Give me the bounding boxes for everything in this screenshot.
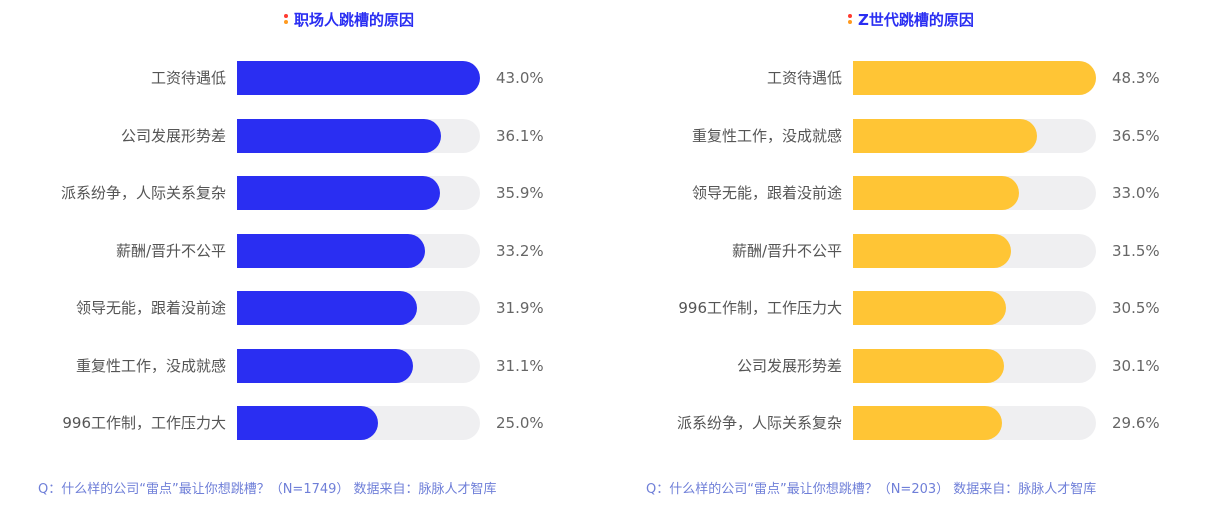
- value-label: 31.5%: [1112, 241, 1160, 260]
- category-label: 公司发展形势差: [736, 356, 842, 375]
- right-bar-row: 工资待遇低 48.3%: [616, 61, 1232, 95]
- right-bar-row: 派系纷争，人际关系复杂 29.6%: [616, 406, 1232, 440]
- right-bar-row: 薪酬/晋升不公平 31.5%: [616, 233, 1232, 268]
- bar: [853, 348, 1005, 383]
- bar: [237, 61, 480, 95]
- bar: [853, 233, 1012, 268]
- value-label: 29.6%: [1112, 414, 1160, 432]
- right-chart-title-wrap: Z世代跳槽的原因: [848, 9, 974, 30]
- category-label: 派系纷争，人际关系复杂: [676, 414, 842, 432]
- left-chart-panel: 职场人跳槽的原因 工资待遇低 43.0% 公司发展形势差 36.1% 派系纷争，人际关系…: [0, 9, 616, 497]
- title-dots-icon: [284, 12, 289, 26]
- value-label: 35.9%: [496, 184, 544, 202]
- value-label: 30.1%: [1112, 356, 1160, 375]
- value-label: 30.5%: [1112, 299, 1160, 317]
- bar-track: [853, 291, 1096, 325]
- bar: [237, 291, 418, 325]
- bar-track: [237, 406, 480, 440]
- category-label: 领导无能，跟着没前途: [691, 184, 842, 202]
- bar: [853, 118, 1037, 153]
- category-label: 996工作制，工作压力大: [678, 299, 842, 317]
- value-label: 43.0%: [496, 69, 544, 87]
- bar: [237, 233, 425, 268]
- bar: [237, 118, 441, 153]
- left-bar-row: 公司发展形势差 36.1%: [0, 118, 616, 153]
- category-label: 996工作制，工作压力大: [62, 414, 226, 432]
- bar: [853, 291, 1007, 325]
- bar-track: [237, 233, 480, 268]
- left-chart-title: 职场人跳槽的原因: [294, 11, 415, 29]
- bar: [237, 176, 440, 210]
- bar-track: [853, 61, 1096, 95]
- value-label: 31.1%: [496, 356, 544, 375]
- category-label: 重复性工作，没成就感: [691, 126, 842, 145]
- value-label: 33.2%: [496, 241, 544, 260]
- category-label: 重复性工作，没成就感: [75, 356, 226, 375]
- left-chart-footnote: Q：什么样的公司“雷点”最让你想跳槽？（N=1749） 数据来自：脉脉人才智库: [38, 482, 497, 497]
- right-chart-panel: Z世代跳槽的原因 工资待遇低 48.3% 重复性工作，没成就感 36.5% 领导无能，跟…: [616, 0, 1232, 512]
- right-bar-row: 公司发展形势差 30.1%: [616, 348, 1232, 383]
- bar: [853, 176, 1020, 210]
- bar-track: [853, 176, 1096, 210]
- bar-track: [237, 118, 480, 153]
- right-bar-row: 重复性工作，没成就感 36.5%: [616, 118, 1232, 153]
- category-label: 公司发展形势差: [120, 126, 226, 145]
- bar-track: [237, 61, 480, 95]
- value-label: 48.3%: [1112, 69, 1160, 87]
- category-label: 派系纷争，人际关系复杂: [60, 184, 226, 202]
- bar-track: [853, 406, 1096, 440]
- value-label: 33.0%: [1112, 184, 1160, 202]
- bar: [237, 348, 413, 383]
- bar: [853, 406, 1002, 440]
- bar: [853, 61, 1096, 95]
- value-label: 25.0%: [496, 414, 544, 432]
- left-chart-title-wrap: 职场人跳槽的原因: [284, 9, 414, 30]
- left-bar-row: 领导无能，跟着没前途 31.9%: [0, 291, 616, 325]
- category-label: 工资待遇低: [150, 69, 226, 87]
- bar-track: [853, 118, 1096, 153]
- category-label: 工资待遇低: [766, 69, 842, 87]
- right-bar-row: 领导无能，跟着没前途 33.0%: [616, 176, 1232, 210]
- title-dots-icon: [848, 12, 853, 26]
- right-bar-row: 996工作制，工作压力大 30.5%: [616, 291, 1232, 325]
- left-bar-row: 派系纷争，人际关系复杂 35.9%: [0, 176, 616, 210]
- bar-track: [853, 233, 1096, 268]
- left-bar-row: 重复性工作，没成就感 31.1%: [0, 348, 616, 383]
- category-label: 薪酬/晋升不公平: [731, 241, 842, 260]
- value-label: 31.9%: [496, 299, 544, 317]
- bar-track: [237, 176, 480, 210]
- left-bar-row: 薪酬/晋升不公平 33.2%: [0, 233, 616, 268]
- bar-track: [237, 291, 480, 325]
- right-chart-footnote: Q：什么样的公司“雷点”最让你想跳槽？（N=203） 数据来自：脉脉人才智库: [646, 482, 1097, 497]
- value-label: 36.1%: [496, 126, 544, 145]
- bar: [237, 406, 379, 440]
- value-label: 36.5%: [1112, 126, 1160, 145]
- bar-track: [853, 348, 1096, 383]
- right-chart-title: Z世代跳槽的原因: [858, 11, 974, 29]
- bar-track: [237, 348, 480, 383]
- category-label: 薪酬/晋升不公平: [115, 241, 226, 260]
- category-label: 领导无能，跟着没前途: [75, 299, 226, 317]
- left-bar-row: 工资待遇低 43.0%: [0, 61, 616, 95]
- left-bar-row: 996工作制，工作压力大 25.0%: [0, 406, 616, 440]
